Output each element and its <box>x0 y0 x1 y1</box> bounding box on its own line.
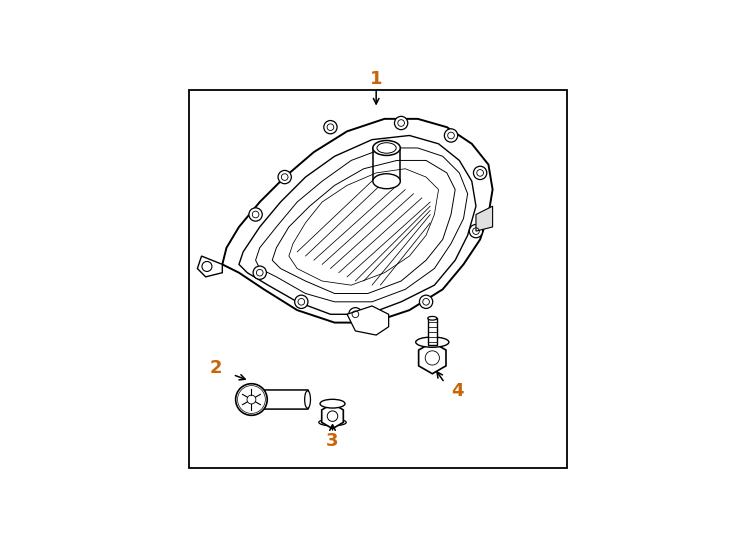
Circle shape <box>278 171 291 184</box>
Circle shape <box>419 295 433 308</box>
Circle shape <box>249 208 262 221</box>
Circle shape <box>469 225 483 238</box>
Ellipse shape <box>415 337 449 347</box>
Circle shape <box>253 266 266 279</box>
Circle shape <box>236 384 267 415</box>
Circle shape <box>473 166 487 180</box>
Text: 4: 4 <box>451 382 463 400</box>
Ellipse shape <box>305 391 310 408</box>
Circle shape <box>324 120 337 134</box>
Polygon shape <box>289 168 438 285</box>
Polygon shape <box>347 306 388 335</box>
Text: 3: 3 <box>327 432 339 450</box>
Bar <box>428 318 437 345</box>
Circle shape <box>444 129 458 142</box>
Polygon shape <box>476 206 493 231</box>
Polygon shape <box>272 160 455 294</box>
Ellipse shape <box>373 174 400 188</box>
Ellipse shape <box>319 419 346 426</box>
Text: 1: 1 <box>370 70 382 89</box>
Ellipse shape <box>428 316 437 320</box>
Polygon shape <box>222 119 493 322</box>
Polygon shape <box>197 256 222 277</box>
Text: 2: 2 <box>210 359 222 377</box>
Ellipse shape <box>320 399 345 408</box>
Ellipse shape <box>373 140 400 156</box>
Circle shape <box>394 116 408 130</box>
Circle shape <box>294 295 308 308</box>
Circle shape <box>349 308 362 321</box>
FancyBboxPatch shape <box>261 390 308 409</box>
Polygon shape <box>321 404 344 429</box>
Polygon shape <box>418 342 446 374</box>
